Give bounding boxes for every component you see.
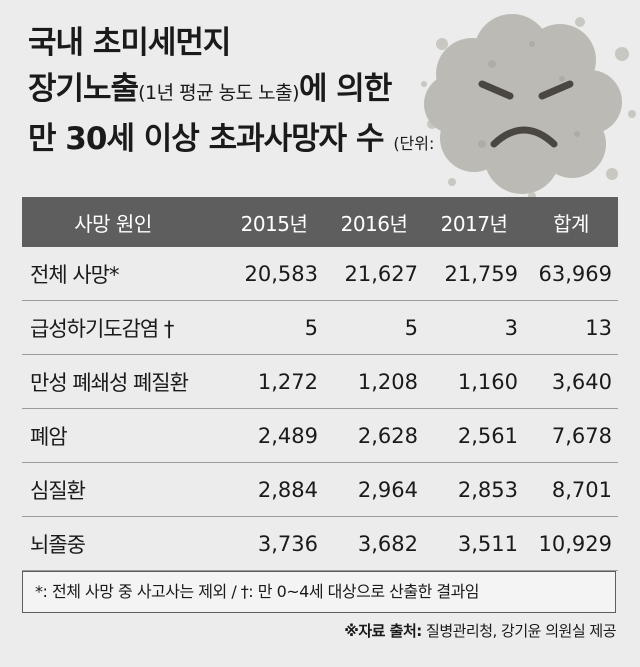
title-line-3-main: 만 30세 이상 초과사망자 수 [28,121,385,157]
row-value-2016: 2,628 [324,408,424,463]
row-value-2017: 21,759 [424,247,524,301]
row-value-2015: 3,736 [224,516,324,571]
table-row: 급성하기도감염 † 5 5 3 13 [22,300,618,355]
footnote-box: *: 전체 사망 중 사고사는 제외 / †: 만 0~4세 대상으로 산출한 … [22,571,616,613]
row-value-2016: 2,964 [324,462,424,517]
row-value-2017: 1,160 [424,354,524,409]
row-cause: 뇌졸중 [22,516,224,571]
header-2015: 2015년 [224,197,324,247]
table-row: 만성 폐쇄성 폐질환 1,272 1,208 1,160 3,640 [22,354,618,409]
title-block: 국내 초미세먼지 장기노출(1년 평균 농도 노출)에 의한 만 30세 이상 … [28,20,468,167]
table-header-row: 사망 원인 2015년 2016년 2017년 합계 [22,197,618,247]
title-line-2-main: 장기노출 [28,71,139,107]
row-value-total: 3,640 [524,354,618,409]
row-value-2017: 3,511 [424,516,524,571]
row-value-2016: 5 [324,300,424,355]
row-value-total: 8,701 [524,462,618,517]
row-value-2015: 2,489 [224,408,324,463]
header-cause: 사망 원인 [22,197,224,247]
row-value-2016: 21,627 [324,247,424,301]
row-value-2015: 5 [224,300,324,355]
row-value-total: 63,969 [524,247,618,301]
row-value-2015: 2,884 [224,462,324,517]
row-cause: 만성 폐쇄성 폐질환 [22,354,224,409]
table-row: 전체 사망* 20,583 21,627 21,759 63,969 [22,247,618,301]
title-line-2-tail: 에 의한 [299,71,392,107]
header-2017: 2017년 [424,197,524,247]
header-total: 합계 [524,197,618,247]
row-cause: 급성하기도감염 † [22,300,224,355]
title-line-1: 국내 초미세먼지 [28,20,468,66]
table-row: 뇌졸중 3,736 3,682 3,511 10,929 [22,516,618,571]
source-label: ※자료 출처: [344,622,422,640]
title-line-3: 만 30세 이상 초과사망자 수 (단위: 명) [28,116,468,167]
source-credit: ※자료 출처: 질병관리청, 강기윤 의원실 제공 [344,620,616,641]
row-value-2017: 2,561 [424,408,524,463]
footnote-text: *: 전체 사망 중 사고사는 제외 / †: 만 0~4세 대상으로 산출한 … [35,582,480,601]
row-value-total: 10,929 [524,516,618,571]
row-value-2015: 20,583 [224,247,324,301]
row-value-total: 7,678 [524,408,618,463]
row-cause: 전체 사망* [22,247,224,301]
table-row: 폐암 2,489 2,628 2,561 7,678 [22,408,618,463]
row-value-2015: 1,272 [224,354,324,409]
title-line-2: 장기노출(1년 평균 농도 노출)에 의한 [28,66,468,116]
table-row: 심질환 2,884 2,964 2,853 8,701 [22,462,618,517]
title-line-2-sub: (1년 평균 농도 노출) [138,82,299,104]
row-value-2017: 3 [424,300,524,355]
row-value-2016: 1,208 [324,354,424,409]
angry-dust-cloud-icon [421,14,636,200]
header-2016: 2016년 [324,197,424,247]
row-value-2016: 3,682 [324,516,424,571]
row-cause: 폐암 [22,408,224,463]
row-cause: 심질환 [22,462,224,517]
title-line-1-text: 국내 초미세먼지 [28,25,231,61]
row-value-total: 13 [524,300,618,355]
source-text: 질병관리청, 강기윤 의원실 제공 [421,622,616,640]
row-value-2017: 2,853 [424,462,524,517]
death-table: 사망 원인 2015년 2016년 2017년 합계 전체 사망* 20,583… [22,197,618,571]
